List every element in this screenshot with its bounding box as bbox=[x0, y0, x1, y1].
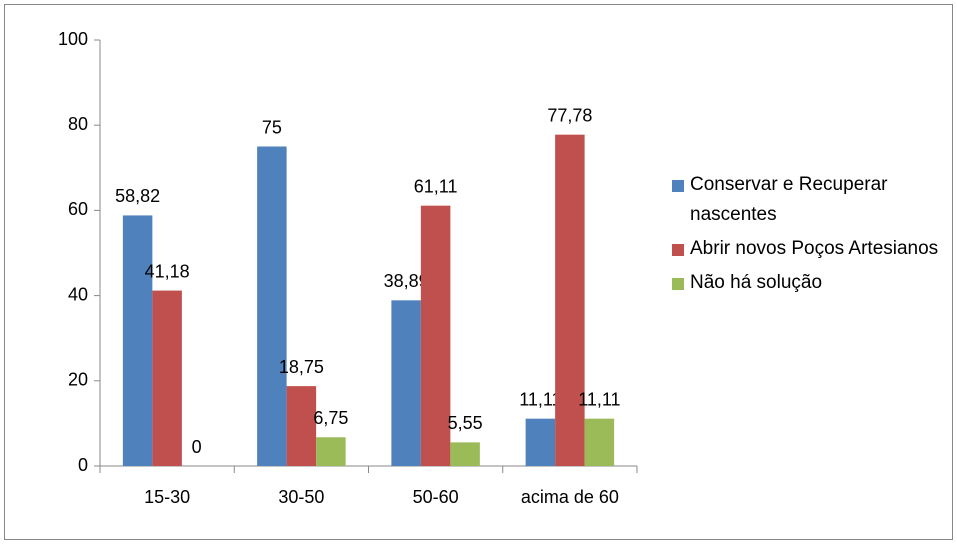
x-tick-label: acima de 60 bbox=[521, 487, 619, 507]
legend-item: Não há solução bbox=[672, 268, 947, 298]
legend-swatch bbox=[672, 180, 684, 192]
y-tick-label: 100 bbox=[58, 29, 88, 49]
y-tick-label: 40 bbox=[68, 284, 88, 304]
bar bbox=[450, 442, 480, 466]
bar bbox=[286, 386, 317, 466]
data-label: 58,82 bbox=[115, 186, 160, 206]
legend-label: Não há solução bbox=[690, 272, 823, 293]
chart-border bbox=[4, 4, 953, 540]
bar bbox=[316, 437, 346, 466]
bar bbox=[122, 215, 153, 466]
data-label: 38,89 bbox=[384, 271, 429, 291]
legend-swatch bbox=[672, 278, 684, 290]
legend-item: Conservar e Recuperar nascentes bbox=[672, 170, 947, 230]
x-tick-label: 15-30 bbox=[144, 487, 190, 507]
legend-label: Abrir novos Poços Artesianos bbox=[690, 238, 939, 259]
legend-label: Conservar e Recuperar nascentes bbox=[690, 174, 888, 225]
x-tick-label: 30-50 bbox=[278, 487, 324, 507]
data-label: 5,55 bbox=[448, 413, 483, 433]
data-label: 61,11 bbox=[414, 176, 458, 196]
y-tick-label: 60 bbox=[68, 199, 88, 219]
y-tick-label: 0 bbox=[78, 455, 88, 475]
x-tick-label: 50-60 bbox=[413, 487, 459, 507]
bar bbox=[555, 134, 585, 466]
bar bbox=[152, 290, 182, 466]
data-label: 18,75 bbox=[279, 357, 324, 377]
data-label: 77,78 bbox=[547, 105, 592, 125]
legend: Conservar e Recuperar nascentes Abrir nov… bbox=[672, 170, 947, 302]
data-label: 0 bbox=[192, 437, 202, 457]
data-label: 6,75 bbox=[313, 408, 348, 428]
bar bbox=[391, 300, 421, 466]
bar bbox=[257, 146, 287, 466]
data-label: 41,18 bbox=[145, 261, 190, 281]
data-label: 11,11 bbox=[578, 389, 620, 409]
legend-swatch bbox=[672, 244, 684, 256]
bar bbox=[525, 418, 556, 466]
y-tick-label: 80 bbox=[68, 114, 88, 134]
y-tick-label: 20 bbox=[68, 370, 88, 390]
bar bbox=[420, 205, 451, 467]
bar bbox=[584, 418, 615, 466]
data-label: 11,11 bbox=[519, 389, 561, 409]
legend-item: Abrir novos Poços Artesianos bbox=[672, 234, 947, 264]
data-label: 75 bbox=[262, 117, 282, 137]
